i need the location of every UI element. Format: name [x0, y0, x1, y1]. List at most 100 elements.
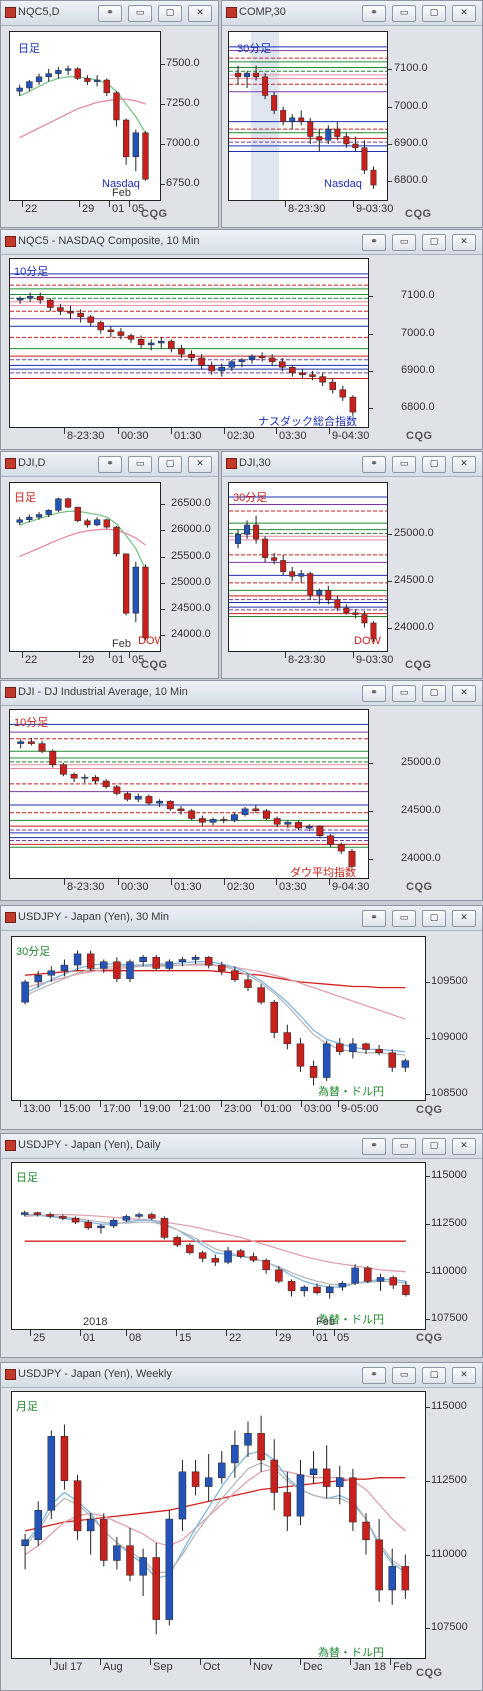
y-tick-label: 6900.0 [394, 137, 428, 149]
candle [204, 956, 213, 969]
minimize-icon[interactable]: ▭ [392, 1138, 416, 1155]
close-icon[interactable]: ✕ [452, 5, 476, 22]
x-tick-mark [64, 428, 65, 434]
minimize-icon[interactable]: ▭ [128, 5, 152, 22]
candle [142, 564, 149, 641]
link-icon[interactable]: ⚭ [362, 1367, 386, 1384]
close-icon[interactable]: ✕ [452, 685, 476, 702]
candle [211, 1254, 220, 1267]
y-tick-mark [426, 1038, 430, 1040]
close-icon[interactable]: ✕ [188, 456, 212, 473]
y-tick-label: 7000.0 [166, 137, 200, 149]
title-bar[interactable]: DJI - DJ Industrial Average, 10 Min ⚭ ▭ ▢ ✕ [1, 681, 482, 706]
chart-window-icon [5, 912, 16, 923]
minimize-icon[interactable]: ▭ [392, 1367, 416, 1384]
minimize-icon[interactable]: ▭ [392, 910, 416, 927]
close-icon[interactable]: ✕ [452, 1138, 476, 1155]
y-tick-label: 7100.0 [401, 289, 435, 302]
title-bar[interactable]: NQC5 - NASDAQ Composite, 10 Min ⚭ ▭ ▢ ✕ [1, 230, 482, 255]
chart-svg [16, 497, 149, 641]
candle [198, 815, 206, 827]
link-icon[interactable]: ⚭ [362, 5, 386, 22]
maximize-icon[interactable]: ▢ [422, 5, 446, 22]
candle [238, 357, 246, 368]
plot-area[interactable]: 30分足 為替・ドル円 [11, 936, 426, 1101]
candle [17, 738, 25, 749]
chart-window-dji-daily[interactable]: DJI,D ⚭ ▭ ▢ ✕ 日足 DOW 26500.0 26000.0 25500.0 25000… [0, 451, 219, 679]
candle [349, 395, 357, 416]
maximize-icon[interactable]: ▢ [422, 685, 446, 702]
link-icon[interactable]: ⚭ [362, 234, 386, 251]
link-icon[interactable]: ⚭ [362, 456, 386, 473]
link-icon[interactable]: ⚭ [362, 1138, 386, 1155]
chart-window-dji-10min[interactable]: DJI - DJ Industrial Average, 10 Min ⚭ ▭ ▢ ✕ 1… [0, 680, 483, 901]
candle [113, 1536, 121, 1570]
candle [305, 824, 313, 831]
close-icon[interactable]: ✕ [452, 234, 476, 251]
close-icon[interactable]: ✕ [452, 910, 476, 927]
title-bar[interactable]: DJI,30 ⚭ ▭ ▢ ✕ [222, 452, 482, 477]
moving-average-line [24, 964, 406, 1020]
link-icon[interactable]: ⚭ [98, 456, 122, 473]
close-icon[interactable]: ✕ [188, 5, 212, 22]
window-title: DJI,30 [239, 457, 271, 469]
title-bar[interactable]: DJI,D ⚭ ▭ ▢ ✕ [1, 452, 218, 477]
close-icon[interactable]: ✕ [452, 456, 476, 473]
title-bar[interactable]: USDJPY - Japan (Yen), Weekly ⚭ ▭ ▢ ✕ [1, 1363, 482, 1388]
window-title: NQC5 - NASDAQ Composite, 10 Min [18, 235, 200, 247]
x-tick-mark [334, 1330, 335, 1336]
plot-area[interactable]: 10分足 ダウ平均指数 [9, 709, 369, 879]
candle [186, 1243, 194, 1255]
candle [362, 1513, 370, 1555]
maximize-icon[interactable]: ▢ [422, 1367, 446, 1384]
cqg-logo: CQG [416, 1667, 443, 1679]
maximize-icon[interactable]: ▢ [158, 5, 182, 22]
y-tick-label: 26000.0 [171, 523, 211, 536]
plot-area[interactable]: 日足 Nasdaq [9, 31, 161, 201]
chart-window-usdjpy-daily[interactable]: USDJPY - Japan (Yen), Daily ⚭ ▭ ▢ ✕ 日足 為替・ドル円 1… [0, 1133, 483, 1358]
minimize-icon[interactable]: ▭ [392, 234, 416, 251]
plot-area[interactable]: 日足 DOW [9, 482, 161, 652]
minimize-icon[interactable]: ▭ [392, 5, 416, 22]
candle [21, 979, 29, 1005]
maximize-icon[interactable]: ▢ [422, 910, 446, 927]
close-icon[interactable]: ✕ [452, 1367, 476, 1384]
chart-svg [20, 1210, 410, 1299]
link-icon[interactable]: ⚭ [362, 910, 386, 927]
chart-window-comp-30[interactable]: COMP,30 ⚭ ▭ ▢ ✕ 30分足 Nasdaq 7100.0 7000.0 6900.0 6… [221, 0, 483, 228]
link-icon[interactable]: ⚭ [362, 685, 386, 702]
title-bar[interactable]: USDJPY - Japan (Yen), 30 Min ⚭ ▭ ▢ ✕ [1, 906, 482, 931]
title-bar[interactable]: NQC5,D ⚭ ▭ ▢ ✕ [1, 1, 218, 26]
plot-area[interactable]: 月足 為替・ドル円 [11, 1391, 426, 1659]
candle [113, 784, 121, 796]
candle [107, 326, 115, 338]
title-bar[interactable]: USDJPY - Japan (Yen), Daily ⚭ ▭ ▢ ✕ [1, 1134, 482, 1159]
x-tick-label: 05 [132, 203, 145, 215]
minimize-icon[interactable]: ▭ [392, 456, 416, 473]
chart-window-dji-30[interactable]: DJI,30 ⚭ ▭ ▢ ✕ 30分足 DOW 25000.0 24500.0 24000.0 8-… [221, 451, 483, 679]
candle [244, 520, 251, 539]
maximize-icon[interactable]: ▢ [158, 456, 182, 473]
title-bar[interactable]: COMP,30 ⚭ ▭ ▢ ✕ [222, 1, 482, 26]
minimize-icon[interactable]: ▭ [128, 456, 152, 473]
maximize-icon[interactable]: ▢ [422, 1138, 446, 1155]
candle [236, 1248, 245, 1259]
x-tick-mark [22, 201, 23, 207]
chart-window-usdjpy-weekly[interactable]: USDJPY - Japan (Yen), Weekly ⚭ ▭ ▢ ✕ 月足 為替・ドル円… [0, 1362, 483, 1691]
y-tick-label: 25000.0 [171, 575, 211, 588]
chart-window-nqc5-10min[interactable]: NQC5 - NASDAQ Composite, 10 Min ⚭ ▭ ▢ ✕ 10分足ナ… [0, 229, 483, 450]
y-tick-label: 6800.0 [394, 174, 428, 187]
candle [26, 80, 33, 92]
link-icon[interactable]: ⚭ [98, 5, 122, 22]
candle [280, 554, 287, 576]
chart-window-usdjpy-30min[interactable]: USDJPY - Japan (Yen), 30 Min ⚭ ▭ ▢ ✕ 30分足 為替・ド… [0, 905, 483, 1130]
plot-area[interactable]: 30分足 DOW [228, 482, 388, 652]
plot-area[interactable]: 30分足 Nasdaq [228, 31, 388, 201]
maximize-icon[interactable]: ▢ [422, 456, 446, 473]
maximize-icon[interactable]: ▢ [422, 234, 446, 251]
minimize-icon[interactable]: ▭ [392, 685, 416, 702]
chart-window-nqc5-daily[interactable]: NQC5,D ⚭ ▭ ▢ ✕ 日足 Nasdaq 7500.0 7250.0 7000.0 6750… [0, 0, 219, 228]
x-tick-mark [20, 1101, 21, 1107]
plot-area[interactable]: 日足 為替・ドル円 [11, 1162, 426, 1330]
plot-area[interactable]: 10分足 ナスダック総合指数 [9, 258, 369, 428]
